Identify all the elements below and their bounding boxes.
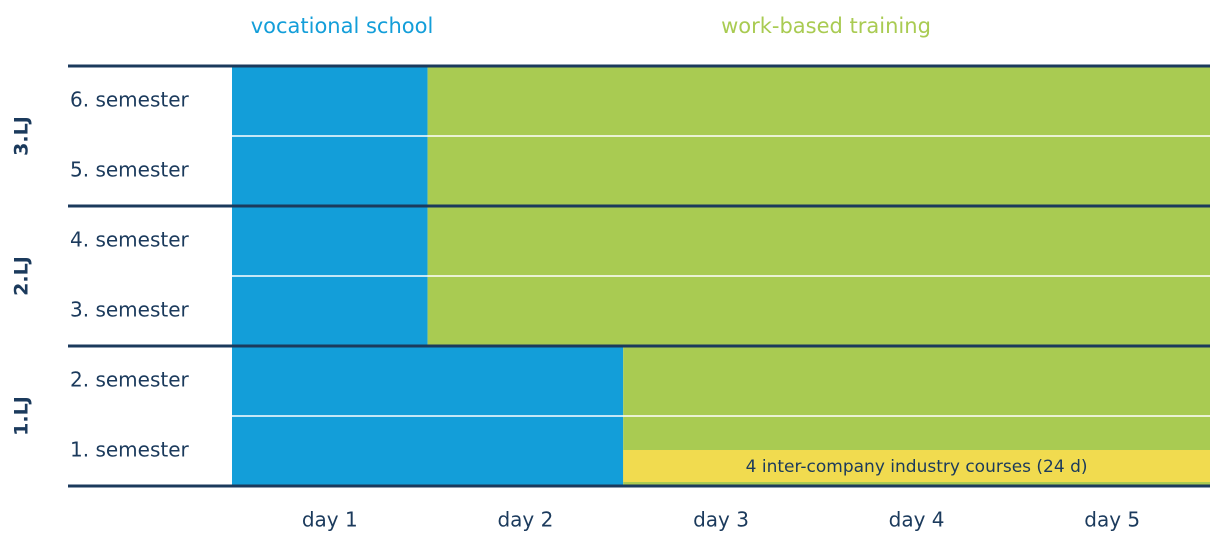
day-label: day 4: [889, 508, 945, 532]
year-label: 3.LJ: [11, 116, 33, 156]
training-block: [427, 206, 1210, 276]
school-block: [232, 66, 428, 136]
day-label: day 2: [497, 508, 553, 532]
training-block: [623, 346, 1210, 416]
course-label: 4 inter-company industry courses (24 d): [746, 457, 1088, 477]
legend-school: vocational school: [251, 14, 434, 38]
legend-training: work-based training: [721, 14, 931, 38]
semester-label: 5. semester: [70, 158, 190, 182]
year-label: 2.LJ: [11, 256, 33, 296]
semester-label: 3. semester: [70, 298, 190, 322]
school-block: [232, 206, 428, 276]
school-block: [232, 136, 428, 206]
training-block: [427, 276, 1210, 346]
semester-label: 4. semester: [70, 228, 190, 252]
course-bar: [623, 450, 1210, 482]
school-block: [232, 346, 624, 416]
training-block: [427, 136, 1210, 206]
semester-label: 2. semester: [70, 368, 190, 392]
semester-label: 6. semester: [70, 88, 190, 112]
school-block: [232, 276, 428, 346]
semester-label: 1. semester: [70, 438, 190, 462]
year-label: 1.LJ: [11, 396, 33, 436]
day-label: day 5: [1084, 508, 1140, 532]
day-label: day 3: [693, 508, 749, 532]
day-label: day 1: [302, 508, 358, 532]
school-block: [232, 416, 624, 486]
training-block: [427, 66, 1210, 136]
